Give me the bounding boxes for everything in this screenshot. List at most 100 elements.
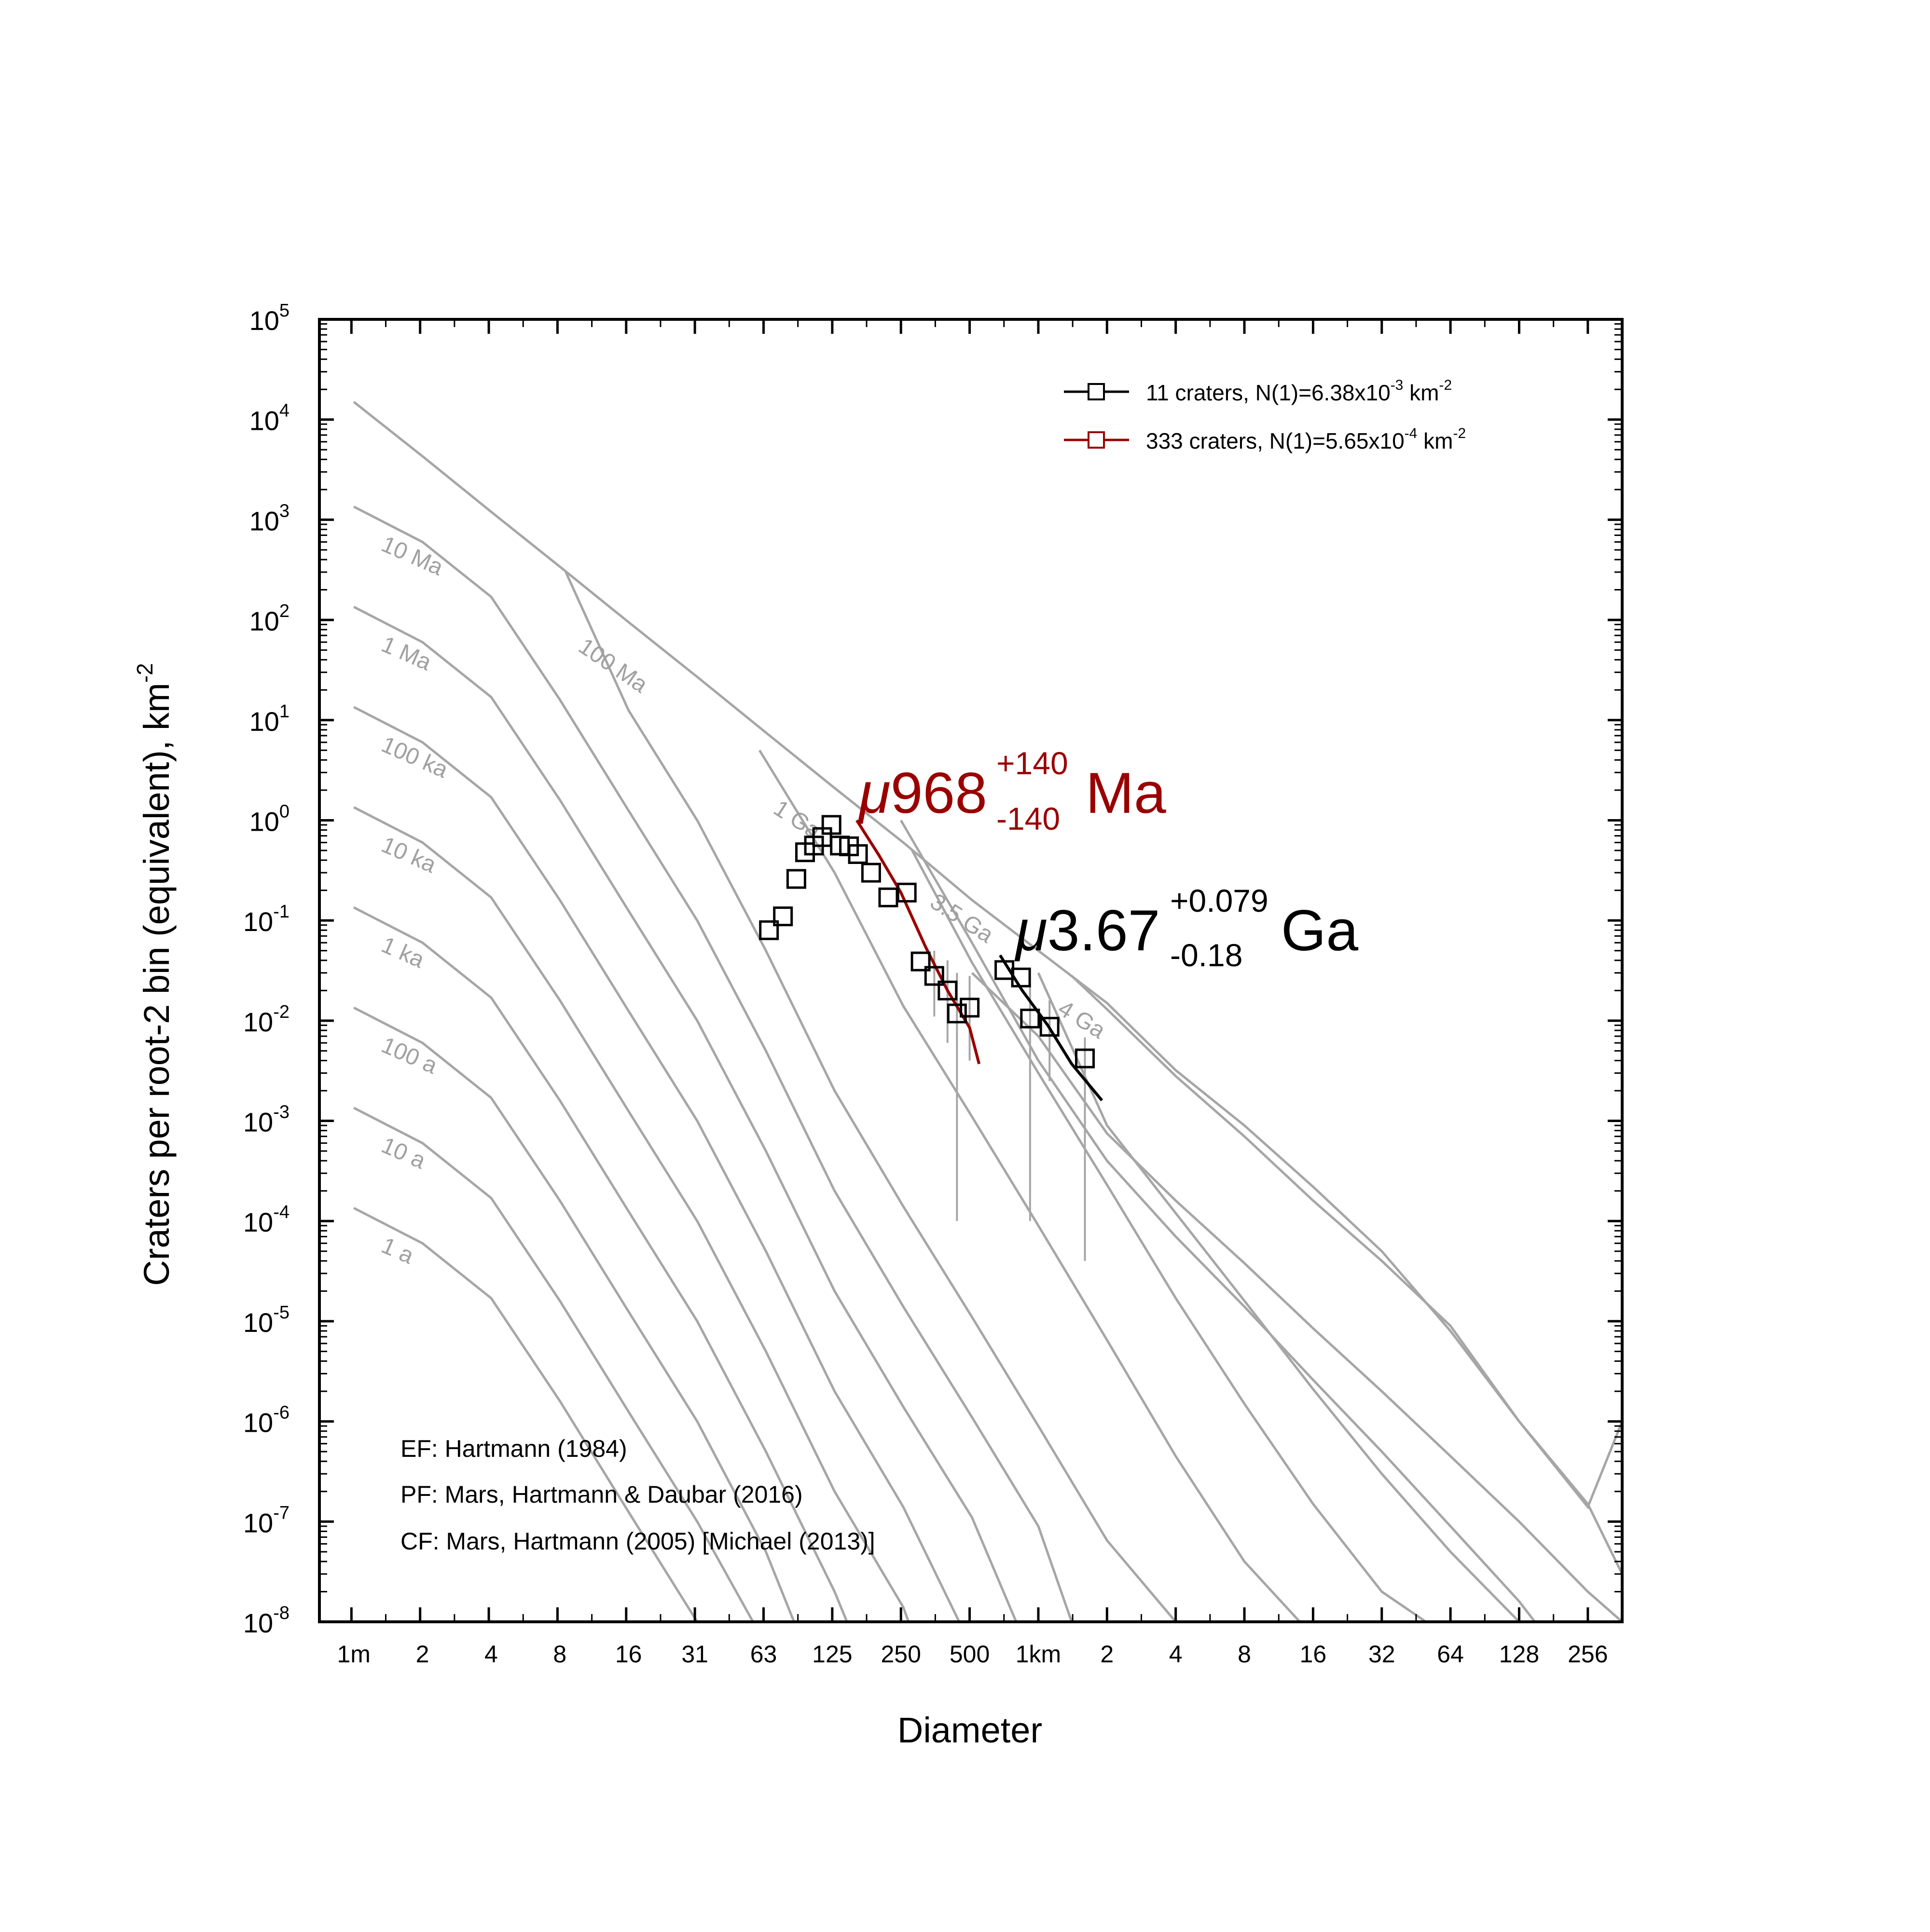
y-tick-base: 10 bbox=[249, 606, 279, 636]
x-tick-label-5: 31 bbox=[681, 1641, 708, 1668]
isochron-line-10 bbox=[911, 850, 1427, 1622]
x-tick-label-3: 8 bbox=[553, 1641, 566, 1668]
x-tick-label-0: 1m bbox=[337, 1641, 370, 1668]
y-tick-exponent: -1 bbox=[273, 902, 290, 922]
x-tick-label-13: 8 bbox=[1238, 1641, 1251, 1668]
crater-point-s1-0 bbox=[759, 920, 779, 940]
y-tick-exponent: 2 bbox=[279, 601, 290, 621]
y-tick-exponent: 3 bbox=[279, 501, 290, 521]
crater-point-s1-12 bbox=[896, 882, 917, 903]
age-black-unit: Ga bbox=[1281, 898, 1358, 963]
y-tick-base: 10 bbox=[243, 1307, 273, 1338]
age-red-number: 968 bbox=[891, 761, 987, 825]
x-axis-ticks: 1m 2 4 8 16 31 63 125 250 500 1km 2 4 8 16 32 64 128 256 bbox=[337, 319, 1608, 1668]
isochron-line-5 bbox=[353, 706, 961, 1622]
crater-point-s1-14 bbox=[924, 966, 944, 986]
legend-entry-red: 333 craters, N(1)=5.65x10-4 km-2 bbox=[1064, 425, 1466, 453]
y-tick-label-6: 10-1 bbox=[243, 902, 290, 937]
x-tick-label-12: 4 bbox=[1169, 1641, 1183, 1668]
x-tick-label-8: 250 bbox=[881, 1641, 921, 1668]
y-tick-label-1: 104 bbox=[249, 401, 290, 436]
isochron-line-6 bbox=[353, 605, 1018, 1622]
x-tick-label-4: 16 bbox=[615, 1641, 642, 1668]
crater-point-s0-4 bbox=[1075, 1048, 1095, 1069]
y-tick-label-2: 103 bbox=[249, 501, 290, 536]
legend-label-black: 11 craters, N(1)=6.38x10-3 km-2 bbox=[1146, 377, 1452, 405]
age-red-plus: +140 bbox=[996, 745, 1068, 781]
fit-line-s1 bbox=[855, 819, 981, 1065]
y-tick-label-9: 10-4 bbox=[243, 1202, 290, 1237]
x-tick-label-1: 2 bbox=[416, 1641, 429, 1668]
x-tick-label-15: 32 bbox=[1368, 1641, 1395, 1668]
age-black-minus: -0.18 bbox=[1170, 937, 1242, 973]
isochron-line-2 bbox=[353, 1006, 796, 1622]
y-axis-title-exponent: -2 bbox=[132, 663, 157, 683]
y-tick-exponent: -2 bbox=[273, 1002, 290, 1022]
y-tick-exponent: -7 bbox=[273, 1503, 290, 1523]
age-annotation-black: μ3.67 +0.079 -0.18 Ga bbox=[1014, 883, 1358, 973]
y-tick-base: 10 bbox=[243, 1408, 273, 1438]
crater-point-s0-3 bbox=[1039, 1016, 1060, 1037]
x-tick-label-14: 16 bbox=[1300, 1641, 1327, 1668]
crater-point-s1-2 bbox=[786, 869, 806, 889]
crater-point-s1-10 bbox=[861, 863, 881, 883]
y-tick-label-13: 10-8 bbox=[243, 1603, 290, 1638]
y-tick-exponent: 1 bbox=[279, 701, 290, 722]
legend-marker-black bbox=[1088, 383, 1105, 400]
legend-marker-red bbox=[1088, 431, 1105, 449]
isochron-line-8 bbox=[565, 571, 1177, 1622]
y-tick-base: 10 bbox=[249, 706, 279, 737]
legend-label-red-gap bbox=[1417, 428, 1423, 453]
fit-line-s0 bbox=[999, 954, 1103, 1102]
y-tick-base: 10 bbox=[249, 806, 279, 836]
age-red-minus: -140 bbox=[996, 801, 1060, 836]
legend-label-red-unit: km bbox=[1423, 428, 1453, 453]
isochron-line-1 bbox=[353, 1107, 754, 1622]
legend-label-black-unit-exp: -2 bbox=[1439, 377, 1452, 393]
references: EF: Hartmann (1984) PF: Mars, Hartmann &… bbox=[400, 1435, 875, 1555]
crater-point-s1-9 bbox=[848, 844, 868, 864]
age-red-value: μ968 bbox=[857, 761, 987, 825]
isochron-line-13 bbox=[1071, 975, 1622, 1509]
y-tick-exponent: 0 bbox=[279, 801, 290, 822]
y-tick-label-12: 10-7 bbox=[243, 1503, 290, 1538]
reference-pf: PF: Mars, Hartmann & Daubar (2016) bbox=[400, 1481, 803, 1508]
y-tick-exponent: -3 bbox=[273, 1102, 290, 1123]
y-tick-label-11: 10-6 bbox=[243, 1403, 290, 1438]
y-tick-label-5: 100 bbox=[249, 801, 290, 836]
y-tick-label-4: 101 bbox=[249, 701, 290, 737]
x-tick-label-6: 63 bbox=[750, 1641, 777, 1668]
crater-point-s1-15 bbox=[937, 980, 958, 1000]
x-tick-label-2: 4 bbox=[484, 1641, 498, 1668]
isochron-lines bbox=[353, 401, 1622, 1622]
y-tick-exponent: -8 bbox=[273, 1603, 290, 1623]
crater-point-s1-13 bbox=[910, 951, 931, 972]
y-tick-label-7: 10-2 bbox=[243, 1002, 290, 1037]
crater-point-s1-6 bbox=[821, 815, 841, 835]
age-black-value: μ3.67 bbox=[1014, 898, 1160, 963]
y-tick-label-3: 102 bbox=[249, 601, 290, 636]
crater-point-s1-1 bbox=[773, 906, 793, 927]
y-tick-base: 10 bbox=[243, 1608, 273, 1638]
y-tick-exponent: 5 bbox=[279, 301, 290, 321]
x-tick-label-10: 1km bbox=[1016, 1641, 1061, 1668]
legend-label-black-unit: km bbox=[1409, 380, 1439, 405]
isochron-line-15 bbox=[900, 820, 1536, 1622]
crater-point-s1-16 bbox=[947, 1003, 967, 1024]
x-tick-label-18: 256 bbox=[1568, 1641, 1608, 1668]
y-axis-title: Craters per root-2 bin (equivalent), km-… bbox=[132, 663, 177, 1286]
isochron-line-0 bbox=[353, 1206, 699, 1622]
isochron-line-3 bbox=[353, 906, 848, 1622]
crater-point-s0-2 bbox=[1020, 1008, 1040, 1028]
isochron-line-9 bbox=[758, 749, 1301, 1622]
legend-label-red-text: 333 craters, N(1)=5.65x10 bbox=[1146, 428, 1405, 453]
legend-label-red: 333 craters, N(1)=5.65x10-4 km-2 bbox=[1146, 425, 1466, 453]
y-tick-base: 10 bbox=[243, 1107, 273, 1137]
legend: 11 craters, N(1)=6.38x10-3 km-2 333 crat… bbox=[1064, 377, 1466, 453]
fit-lines bbox=[855, 819, 1103, 1102]
legend-label-black-gap bbox=[1403, 380, 1409, 405]
y-tick-base: 10 bbox=[243, 1507, 273, 1538]
isochron-line-12 bbox=[353, 401, 1622, 1575]
error-bars bbox=[933, 950, 1086, 1261]
x-tick-label-9: 500 bbox=[950, 1641, 990, 1668]
